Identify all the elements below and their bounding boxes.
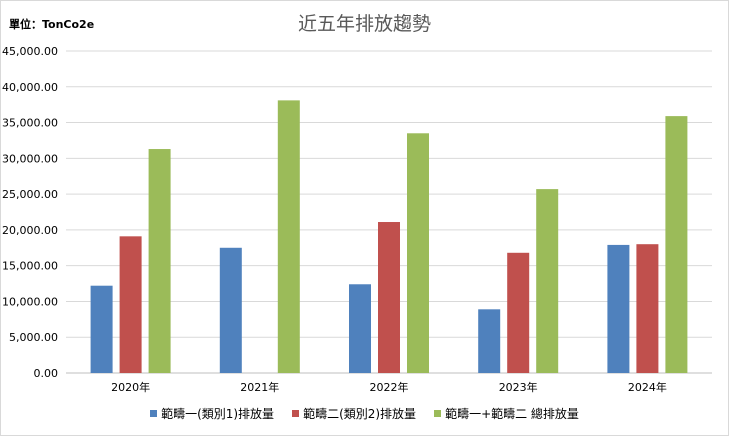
y-tick-label: 35,000.00 (2, 117, 58, 130)
y-tick-label: 45,000.00 (2, 45, 58, 58)
legend-label: 範疇一(類別1)排放量 (161, 407, 275, 421)
bar-chart: 0.00 5,000.00 10,000.00 15,000.00 20,000.00 2… (2, 45, 712, 394)
legend-item: 範疇一(類別1)排放量 (150, 405, 274, 422)
legend: 範疇一(類別1)排放量 範疇二(類別2)排放量 範疇一+範疇二 總排放量 (0, 405, 729, 422)
bar-3-2022年 (407, 133, 429, 373)
bar-1-2021年 (219, 247, 242, 373)
bar-2-2023年 (507, 252, 530, 373)
bar-3-2020年 (148, 149, 171, 373)
bar-1-2020年 (90, 285, 113, 373)
legend-swatch (434, 410, 442, 417)
y-tick-label: 0.00 (34, 367, 59, 380)
x-tick-label: 2020年 (111, 380, 150, 394)
legend-label: 範疇一+範疇二 總排放量 (445, 407, 579, 421)
chart-title: 近五年排放趨勢 (297, 13, 431, 35)
y-tick-label: 30,000.00 (2, 152, 58, 165)
bar-1-2024年 (607, 244, 630, 373)
legend-item: 範疇二(類別2)排放量 (292, 405, 416, 422)
y-tick-label: 10,000.00 (2, 295, 58, 308)
y-tick-label: 25,000.00 (2, 188, 58, 201)
bar-2-2024年 (636, 244, 659, 373)
legend-item: 範疇一+範疇二 總排放量 (434, 405, 579, 422)
y-tick-label: 5,000.00 (9, 331, 58, 344)
y-tick-label: 15,000.00 (2, 260, 58, 273)
y-tick-label: 40,000.00 (2, 81, 58, 94)
bar-1-2023年 (478, 309, 501, 373)
x-tick-label: 2023年 (499, 380, 538, 394)
bar-3-2023年 (536, 189, 559, 373)
x-tick-label: 2021年 (240, 380, 279, 394)
legend-label: 範疇二(類別2)排放量 (303, 407, 417, 421)
x-tick-label: 2022年 (370, 380, 409, 394)
y-tick-label: 20,000.00 (2, 224, 58, 237)
unit-label: 單位：TonCo2e (9, 18, 95, 31)
bar-3-2024年 (665, 116, 688, 374)
bar-2-2020年 (119, 236, 142, 373)
bar-2-2022年 (378, 222, 400, 373)
legend-swatch (292, 410, 300, 417)
bar-3-2021年 (277, 100, 300, 373)
x-tick-label: 2024年 (628, 380, 667, 394)
bar-1-2022年 (349, 284, 371, 373)
legend-swatch (150, 410, 158, 417)
